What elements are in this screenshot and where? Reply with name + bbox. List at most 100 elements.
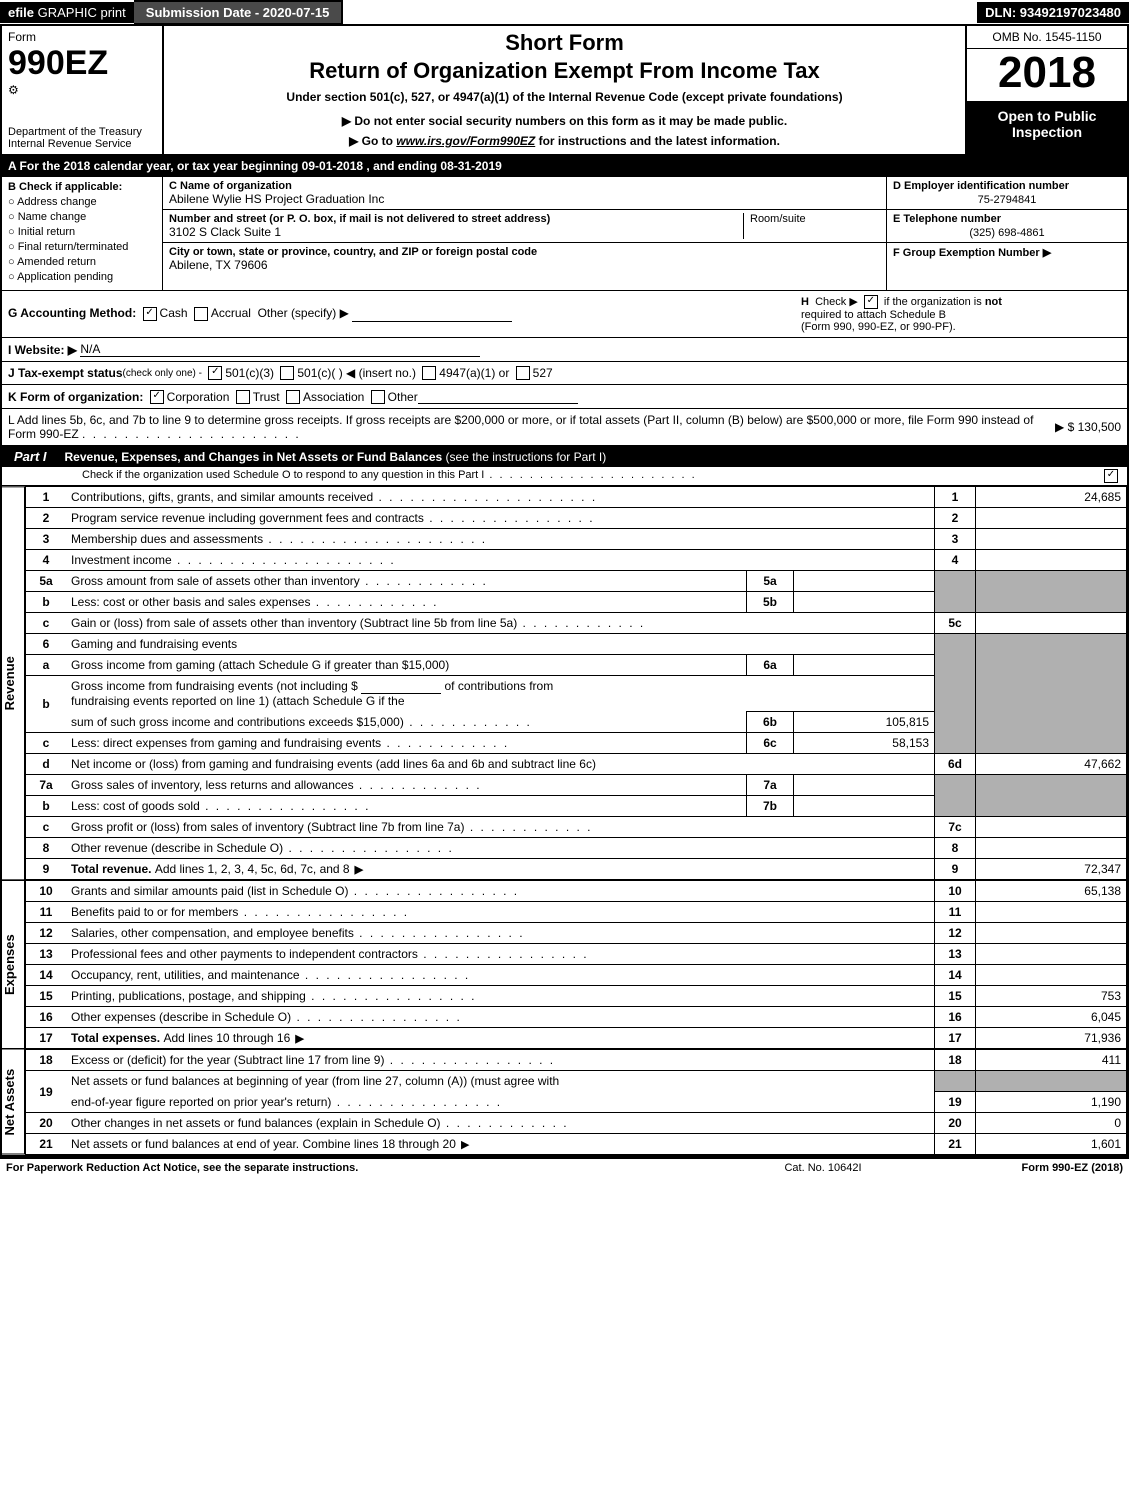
line-21: 21 Net assets or fund balances at end of… [26, 1133, 1127, 1154]
chk-527[interactable] [516, 366, 530, 380]
part-1-label: Part I [2, 446, 59, 467]
line-11: 11 Benefits paid to or for members 11 [26, 902, 1127, 923]
g-label: G Accounting Method: [8, 306, 136, 320]
footer-form-id: Form 990-EZ (2018) [923, 1162, 1123, 1174]
form-number: 990EZ [8, 44, 156, 83]
box-d: D Employer identification number 75-2794… [887, 177, 1127, 210]
expenses-side-label: Expenses [2, 880, 25, 1049]
footer-paperwork: For Paperwork Reduction Act Notice, see … [6, 1162, 723, 1174]
h-text3: required to attach Schedule B [801, 309, 946, 321]
line-15: 15 Printing, publications, postage, and … [26, 986, 1127, 1007]
revenue-side-label: Revenue [2, 486, 25, 880]
row-j: J Tax-exempt status (check only one) - 5… [2, 362, 1127, 385]
net-assets-table: 18 Excess or (deficit) for the year (Sub… [25, 1049, 1127, 1155]
period-mid: , and ending [363, 159, 440, 173]
instructions-link-line: ▶ Go to www.irs.gov/Form990EZ for instru… [172, 134, 957, 148]
part-1-subtitle-row: Check if the organization used Schedule … [2, 467, 1127, 486]
l6b-desc2: fundraising events reported on line 1) (… [71, 694, 405, 708]
addr-label: Number and street (or P. O. box, if mail… [169, 213, 743, 225]
addr-value: 3102 S Clack Suite 1 [169, 225, 743, 239]
city-value: Abilene, TX 79606 [169, 258, 880, 272]
line-4: 4 Investment income 4 [26, 550, 1127, 571]
expenses-table: 10 Grants and similar amounts paid (list… [25, 880, 1127, 1049]
chk-other-org[interactable] [371, 390, 385, 404]
chk-association[interactable] [286, 390, 300, 404]
ein-label: D Employer identification number [893, 180, 1121, 192]
revenue-section: Revenue 1 Contributions, gifts, grants, … [2, 486, 1127, 880]
line-1: 1 Contributions, gifts, grants, and simi… [26, 487, 1127, 508]
line-8: 8 Other revenue (describe in Schedule O)… [26, 838, 1127, 859]
g-accrual: Accrual [211, 306, 251, 320]
line-5a: 5a Gross amount from sale of assets othe… [26, 571, 1127, 592]
info-block: B Check if applicable: Address change Na… [2, 177, 1127, 291]
l6b-underline[interactable] [361, 679, 441, 694]
chk-name-change[interactable]: Name change [8, 211, 156, 223]
line-6: 6 Gaming and fundraising events [26, 634, 1127, 655]
line-10: 10 Grants and similar amounts paid (list… [26, 881, 1127, 902]
group-exemption-label: F Group Exemption Number ▶ [893, 246, 1121, 259]
chk-accrual[interactable] [194, 307, 208, 321]
org-name-value: Abilene Wylie HS Project Graduation Inc [169, 192, 880, 206]
chk-initial-return[interactable]: Initial return [8, 226, 156, 238]
l6b-mid: of contributions from [445, 679, 554, 693]
box-e: E Telephone number (325) 698-4861 [887, 210, 1127, 243]
efile-button[interactable]: efile GRAPHIC print [0, 2, 134, 23]
ein-value: 75-2794841 [893, 194, 1121, 206]
line-19-2: end-of-year figure reported on prior yea… [26, 1091, 1127, 1112]
dept-treasury: Department of the Treasury [8, 126, 156, 138]
tax-year: 2018 [967, 49, 1127, 102]
chk-corporation[interactable] [150, 390, 164, 404]
chk-address-change[interactable]: Address change [8, 196, 156, 208]
form-title: Return of Organization Exempt From Incom… [172, 58, 957, 84]
form-footer: For Paperwork Reduction Act Notice, see … [0, 1157, 1129, 1177]
form-word: Form [8, 30, 156, 44]
line-12: 12 Salaries, other compensation, and emp… [26, 923, 1127, 944]
l6b-pre: Gross income from fundraising events (no… [71, 679, 358, 693]
h-text2: if the organization is [884, 296, 982, 308]
chk-501c[interactable] [280, 366, 294, 380]
chk-schedule-b[interactable] [864, 295, 878, 309]
line-17: 17 Total expenses. Add lines 10 through … [26, 1028, 1127, 1049]
g-other-input[interactable] [352, 307, 512, 322]
h-text4: (Form 990, 990-EZ, or 990-PF). [801, 321, 956, 333]
chk-schedule-o[interactable] [1104, 469, 1118, 483]
part-1-subtitle: Check if the organization used Schedule … [82, 469, 697, 483]
l-amount: ▶ $ 130,500 [1055, 420, 1121, 434]
chk-4947[interactable] [422, 366, 436, 380]
chk-application-pending[interactable]: Application pending [8, 271, 156, 283]
note2-post: for instructions and the latest informat… [535, 134, 780, 148]
h-label: H [801, 296, 809, 308]
j-opt2: 501(c)( ) ◀ (insert no.) [297, 366, 416, 380]
efile-suffix: GRAPHIC print [38, 5, 126, 20]
g-other: Other (specify) ▶ [258, 306, 349, 320]
line-13: 13 Professional fees and other payments … [26, 944, 1127, 965]
i-label: I Website: ▶ [8, 343, 77, 357]
chk-501c3[interactable] [208, 366, 222, 380]
chk-final-return[interactable]: Final return/terminated [8, 241, 156, 253]
k-other-input[interactable] [418, 389, 578, 404]
footer-cat-no: Cat. No. 10642I [723, 1162, 923, 1174]
irs-link[interactable]: www.irs.gov/Form990EZ [396, 134, 535, 148]
omb-number: OMB No. 1545-1150 [967, 26, 1127, 49]
header-right: OMB No. 1545-1150 2018 Open to Public In… [965, 26, 1127, 154]
box-b-header: B Check if applicable: [8, 181, 156, 193]
chk-amended-return[interactable]: Amended return [8, 256, 156, 268]
room-suite-label: Room/suite [743, 213, 880, 239]
row-g-h: G Accounting Method: Cash Accrual Other … [2, 291, 1127, 338]
net-assets-side-label: Net Assets [2, 1049, 25, 1155]
part-1-title-suffix: (see the instructions for Part I) [446, 450, 607, 464]
line-7a: 7a Gross sales of inventory, less return… [26, 775, 1127, 796]
k-opt2: Trust [253, 390, 280, 404]
line-2: 2 Program service revenue including gove… [26, 508, 1127, 529]
top-bar: efile GRAPHIC print Submission Date - 20… [0, 0, 1129, 24]
line-6d: d Net income or (loss) from gaming and f… [26, 754, 1127, 775]
chk-cash[interactable] [143, 307, 157, 321]
header-left: Form 990EZ ⚙ Department of the Treasury … [2, 26, 164, 154]
open-public-2: Inspection [971, 124, 1123, 140]
line-7c: c Gross profit or (loss) from sales of i… [26, 817, 1127, 838]
open-public-box: Open to Public Inspection [967, 102, 1127, 154]
chk-trust[interactable] [236, 390, 250, 404]
g-cash: Cash [160, 306, 188, 320]
line-16: 16 Other expenses (describe in Schedule … [26, 1007, 1127, 1028]
row-k: K Form of organization: Corporation Trus… [2, 385, 1127, 409]
